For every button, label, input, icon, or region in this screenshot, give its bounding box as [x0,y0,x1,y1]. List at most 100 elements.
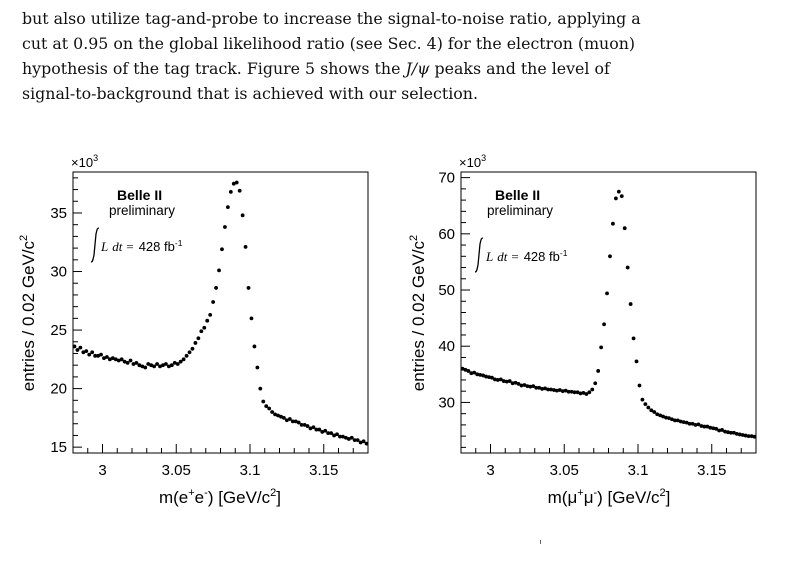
data-point [128,358,133,363]
data-point [531,384,536,389]
data-point [566,389,571,394]
y-tick-label: 50 [438,282,455,299]
data-point [193,341,198,345]
data-point [702,424,707,429]
data-point [690,421,695,426]
data-point [184,353,189,358]
data-point [270,410,275,414]
data-point [267,406,272,411]
data-point [631,336,636,341]
data-point [675,418,680,423]
data-point [314,427,319,432]
data-point [181,357,186,362]
data-point [740,433,745,437]
data-point [72,344,77,349]
data-point [717,428,722,433]
data-point [507,379,512,383]
y-tick-label: 70 [438,170,455,187]
data-point [296,420,301,425]
data-point [593,381,598,386]
data-point [516,381,521,386]
data-point [543,386,547,391]
data-point [484,374,488,379]
x-axis-label: m(μ+μ-) [GeV/c2] [548,487,671,507]
status-label: preliminary [109,203,175,218]
data-point [169,363,174,368]
paragraph-line-3: hypothesis of the tag track. Figure 5 sh… [22,56,774,81]
data-point [220,247,224,252]
data-point [264,404,269,409]
data-point [205,318,210,323]
data-point [113,357,118,362]
data-points [460,189,757,439]
tick-marks [73,177,354,453]
y-tick-labels: 15 20 25 30 35 [50,205,67,456]
x-tick-label: 3.15 [309,462,338,479]
data-point [234,180,239,185]
y-tick-label: 40 [438,338,455,355]
data-point [587,390,592,395]
y-tick-label: 35 [50,205,67,222]
data-point [87,352,92,357]
x-tick-labels: 3 3.05 3.1 3.15 [486,462,726,479]
data-point [664,415,668,420]
data-point [463,367,468,372]
plot-ee: 3 3.05 3.1 3.15 15 20 25 30 35 ×103 Bell… [18,153,369,507]
data-point [105,355,109,359]
data-point [734,431,739,436]
data-point [164,362,168,366]
data-point [223,225,227,229]
data-point [513,380,518,385]
data-point [161,363,165,368]
data-point [643,402,648,407]
data-point [522,383,527,387]
data-point [110,356,115,361]
data-point [708,425,713,430]
data-point [649,408,654,413]
y-tick-label: 60 [438,226,455,243]
data-point [284,418,289,423]
y-tick-label: 30 [50,264,67,281]
y-tick-label: 20 [50,381,67,398]
y-axis-label: entries / 0.02 GeV/c2 [408,235,428,391]
data-point [705,424,710,429]
data-point [196,336,201,341]
data-point [364,441,369,446]
data-point [605,291,609,296]
data-point [616,189,621,194]
integral-symbol [474,237,484,273]
x-tick-label: 3.1 [628,462,649,479]
data-point [460,366,465,371]
data-point [261,399,266,404]
data-point [355,438,360,443]
data-point [137,363,142,368]
data-point [317,427,322,432]
paragraph-line-2: cut at 0.95 on the global likelihood rat… [22,34,636,53]
data-point [487,375,491,380]
data-point [302,423,307,427]
data-point [96,353,100,358]
data-point [501,379,506,383]
data-point [554,388,559,393]
data-point [613,196,618,201]
data-point [199,329,204,334]
data-point [519,383,524,388]
data-point [276,413,280,418]
data-point [498,377,503,382]
data-point [335,432,339,437]
x-tick-label: 3.05 [162,462,191,479]
x-tick-label: 3.15 [697,462,726,479]
data-point [525,384,530,389]
data-point [211,300,216,304]
x-tick-label: 3 [98,462,106,479]
data-point [720,428,724,432]
data-point [469,371,474,376]
paragraph-line-3-start: hypothesis of the tag track. Figure 5 sh… [22,59,406,78]
data-point [640,397,645,402]
data-point [282,415,286,420]
data-point [478,372,483,377]
data-point [131,362,136,366]
data-point [338,434,342,439]
data-point [149,363,154,368]
